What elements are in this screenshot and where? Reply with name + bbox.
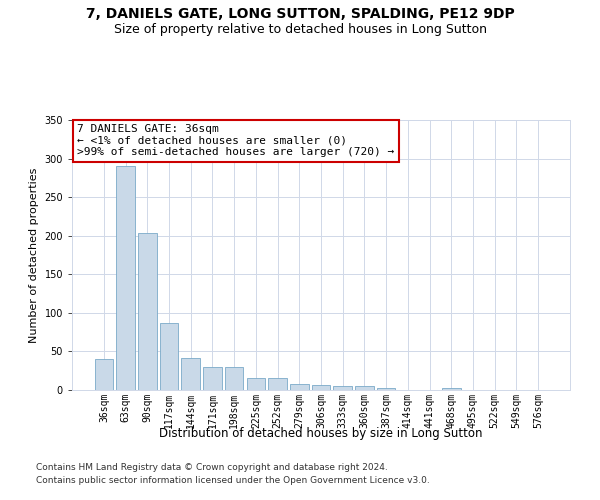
Bar	[95, 359, 113, 390]
Bar	[312, 386, 330, 390]
Text: Contains public sector information licensed under the Open Government Licence v3: Contains public sector information licen…	[36, 476, 430, 485]
Bar	[203, 367, 221, 390]
Bar	[160, 323, 178, 390]
Text: 7 DANIELS GATE: 36sqm
← <1% of detached houses are smaller (0)
>99% of semi-deta: 7 DANIELS GATE: 36sqm ← <1% of detached …	[77, 124, 394, 157]
Bar	[225, 367, 244, 390]
Bar	[247, 378, 265, 390]
Text: Size of property relative to detached houses in Long Sutton: Size of property relative to detached ho…	[113, 22, 487, 36]
Text: Distribution of detached houses by size in Long Sutton: Distribution of detached houses by size …	[159, 428, 483, 440]
Bar	[116, 166, 135, 390]
Bar	[268, 378, 287, 390]
Bar	[138, 232, 157, 390]
Bar	[377, 388, 395, 390]
Y-axis label: Number of detached properties: Number of detached properties	[29, 168, 39, 342]
Bar	[442, 388, 461, 390]
Bar	[355, 386, 374, 390]
Text: Contains HM Land Registry data © Crown copyright and database right 2024.: Contains HM Land Registry data © Crown c…	[36, 464, 388, 472]
Bar	[181, 358, 200, 390]
Text: 7, DANIELS GATE, LONG SUTTON, SPALDING, PE12 9DP: 7, DANIELS GATE, LONG SUTTON, SPALDING, …	[86, 8, 514, 22]
Bar	[334, 386, 352, 390]
Bar	[290, 384, 308, 390]
